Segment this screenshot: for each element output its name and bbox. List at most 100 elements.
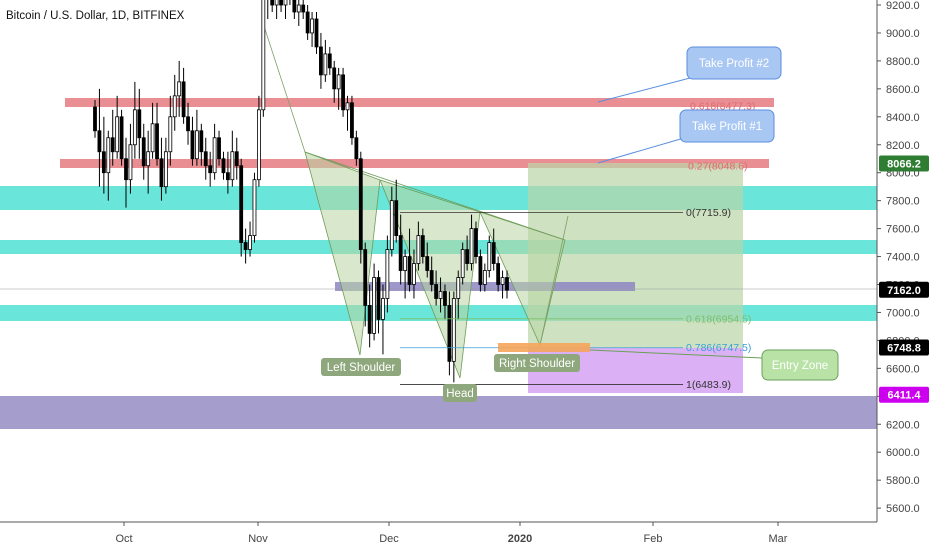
y-tick-label: 6600.0 (886, 363, 920, 375)
candle (252, 172, 257, 243)
right-shoulder-label: Right Shoulder (499, 358, 575, 370)
candle-body (124, 158, 128, 181)
candle-body (474, 228, 478, 257)
candle-body (239, 165, 244, 243)
fib-level-label: 0.27(8048.6) (688, 160, 748, 172)
candle-body (350, 102, 354, 139)
y-tick-label: 8400.0 (886, 112, 920, 124)
candle-body (301, 4, 306, 13)
candle (208, 151, 213, 187)
candle (261, 0, 266, 117)
time-axis-ticks: Oct Nov Dec 2020 Feb Mar (115, 522, 788, 545)
candle-body (132, 109, 137, 146)
candle (469, 214, 474, 271)
candle-body (163, 151, 168, 188)
take-profit-1-bar (60, 159, 769, 168)
candle-body (460, 249, 465, 278)
candle (403, 249, 408, 299)
candle-body (336, 74, 341, 90)
candle (199, 123, 204, 166)
candle-body (270, 0, 275, 6)
purple-zone-bottom (0, 396, 877, 429)
price-tag-label: 6748.8 (887, 343, 921, 355)
candle-body (141, 137, 146, 167)
candle (203, 137, 208, 180)
candle-body (146, 151, 151, 167)
candle-body (425, 256, 430, 271)
candle (146, 130, 151, 194)
candle-body (181, 81, 186, 118)
candle (301, 0, 306, 19)
x-tick-label: Oct (115, 533, 132, 545)
fib-lines: 0.618(8477.3) 0.27(8048.6) 0(7715.9) 0.618(… (400, 100, 755, 391)
candle (372, 263, 376, 341)
candle (168, 95, 173, 166)
candle (257, 95, 261, 187)
candle (181, 67, 186, 124)
candles (93, 0, 509, 383)
entry-zone-callout[interactable]: Entry Zone (589, 349, 839, 381)
take-profit-2-label: Take Profit #2 (699, 58, 769, 70)
candle-body (345, 102, 350, 111)
candle (434, 270, 439, 306)
candle-body (248, 235, 252, 250)
candle-body (407, 256, 412, 285)
left-shoulder-label: Left Shoulder (327, 362, 396, 374)
candle-body (177, 81, 182, 97)
y-tick-label: 8200.0 (886, 140, 920, 152)
candle (289, 0, 291, 5)
candle (150, 102, 155, 159)
left-shoulder-tag: Left Shoulder (321, 358, 401, 376)
candle (394, 179, 399, 243)
candle (327, 46, 332, 75)
candle (124, 137, 128, 208)
profit-target-box (528, 163, 743, 348)
candle-body (150, 123, 155, 153)
take-profit-2-callout[interactable]: Take Profit #2 (597, 46, 782, 103)
candle (296, 0, 301, 26)
candle-body (398, 235, 403, 271)
candle-body (394, 200, 399, 236)
candle-body (469, 228, 474, 264)
projection-line (539, 215, 569, 346)
candle (137, 88, 142, 159)
take-profit-1-callout[interactable]: Take Profit #1 (597, 109, 775, 164)
take-profit-2-bar (65, 98, 774, 107)
candle-body (376, 277, 381, 320)
candle-body (252, 179, 257, 236)
candle-body (110, 137, 115, 153)
candle (336, 67, 341, 110)
x-tick-label: 2020 (508, 533, 532, 545)
candle (283, 0, 288, 19)
take-profit-1-label: Take Profit #1 (692, 121, 762, 133)
chart-title: Bitcoin / U.S. Dollar, 1D, BITFINEX (6, 10, 185, 22)
candle-body (168, 116, 173, 153)
candle (292, 0, 297, 19)
candle (460, 242, 465, 285)
candle (172, 74, 177, 131)
candle-body (230, 151, 235, 181)
candle-body (225, 172, 230, 181)
fib-level-label: 0.618(6954.5) (686, 313, 751, 325)
candle (425, 242, 430, 278)
candle (456, 270, 461, 320)
candle-body (208, 165, 213, 174)
price-axis (877, 0, 932, 550)
candle (354, 130, 359, 166)
candle (305, 5, 310, 40)
candle (323, 39, 328, 82)
candle-body (194, 130, 199, 160)
trend-diagonal (261, 19, 306, 153)
candle (407, 228, 412, 292)
price-tags: 8066.2 7162.0 6748.8 6411.4 (879, 155, 929, 403)
candle (163, 137, 168, 194)
candle-body (416, 235, 421, 264)
candle-body (261, 0, 266, 111)
head-tag: Head (443, 384, 477, 402)
candle (465, 235, 470, 271)
candle (190, 116, 195, 166)
candle-body (323, 53, 328, 76)
candle-body (119, 116, 124, 160)
candle (159, 137, 164, 201)
